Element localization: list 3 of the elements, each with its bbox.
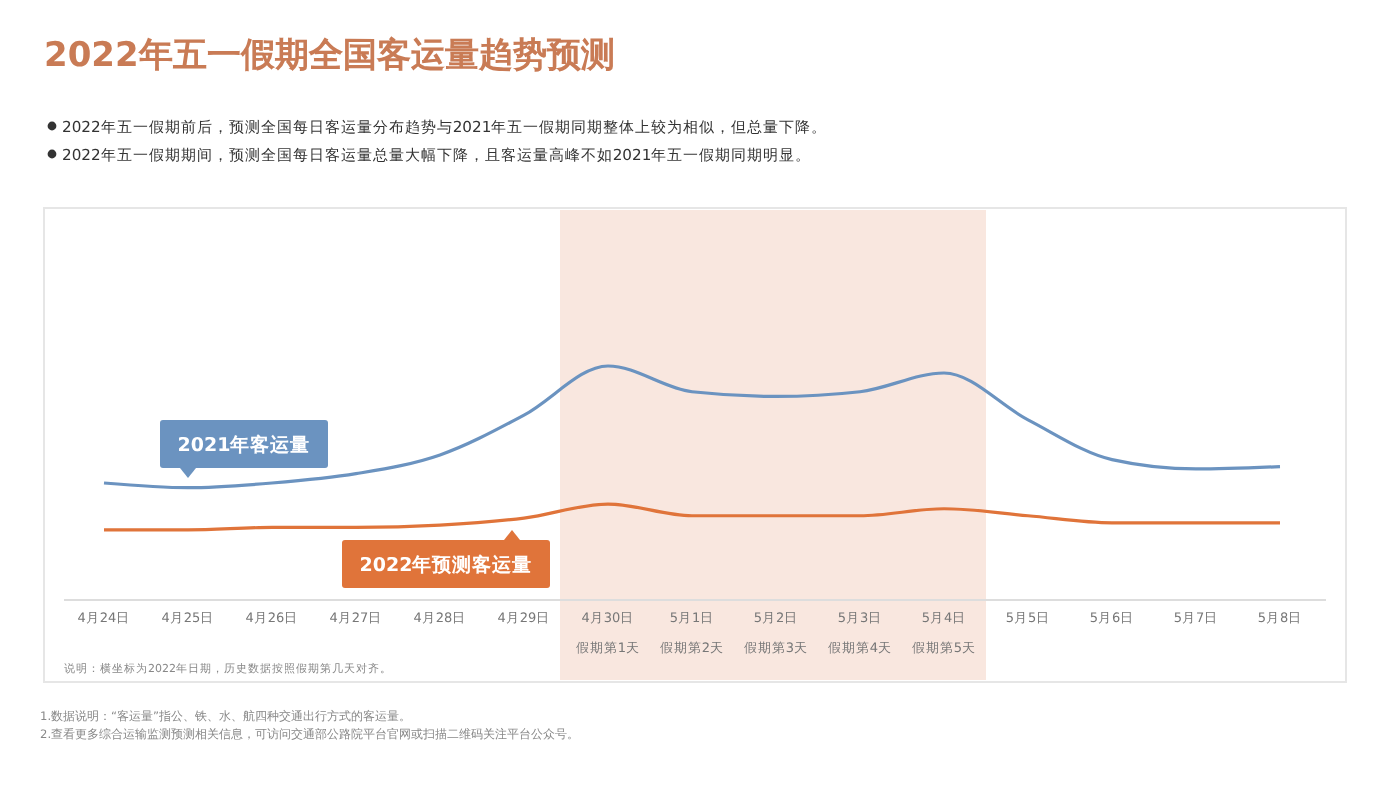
chart-title: 2022年五一假期全国客运量趋势预测 <box>44 36 615 76</box>
series-label: 2021年客运量 <box>177 433 311 457</box>
legend-label: 2022年预测客运量 <box>359 553 533 577</box>
